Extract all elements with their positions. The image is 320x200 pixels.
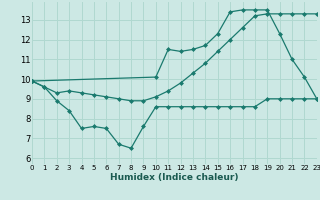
X-axis label: Humidex (Indice chaleur): Humidex (Indice chaleur)	[110, 173, 239, 182]
